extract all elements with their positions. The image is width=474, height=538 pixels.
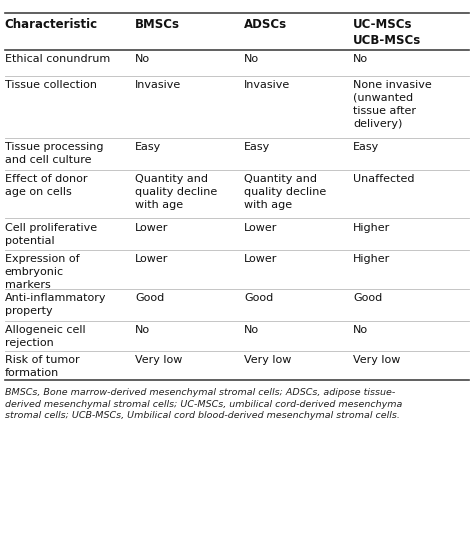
Text: Easy: Easy [135, 142, 161, 152]
Text: Quantity and
quality decline
with age: Quantity and quality decline with age [244, 174, 327, 210]
Text: Easy: Easy [353, 142, 379, 152]
Text: Invasive: Invasive [135, 80, 182, 90]
Text: No: No [244, 325, 259, 336]
Text: Allogeneic cell
rejection: Allogeneic cell rejection [5, 325, 85, 348]
Text: No: No [135, 54, 150, 65]
Text: Expression of
embryonic
markers: Expression of embryonic markers [5, 254, 79, 289]
Text: Effect of donor
age on cells: Effect of donor age on cells [5, 174, 87, 197]
Text: Good: Good [135, 293, 164, 303]
Text: Tissue processing
and cell culture: Tissue processing and cell culture [5, 142, 103, 165]
Text: Invasive: Invasive [244, 80, 291, 90]
Text: No: No [244, 54, 259, 65]
Text: Ethical conundrum: Ethical conundrum [5, 54, 110, 65]
Text: Very low: Very low [244, 355, 292, 365]
Text: BMSCs, Bone marrow-derived mesenchymal stromal cells; ADSCs, adipose tissue-
der: BMSCs, Bone marrow-derived mesenchymal s… [5, 388, 402, 420]
Text: Characteristic: Characteristic [5, 18, 98, 31]
Text: Anti-inflammatory
property: Anti-inflammatory property [5, 293, 106, 316]
Text: No: No [353, 325, 368, 336]
Text: Very low: Very low [353, 355, 401, 365]
Text: Good: Good [244, 293, 273, 303]
Text: Lower: Lower [135, 223, 168, 233]
Text: Higher: Higher [353, 223, 391, 233]
Text: Quantity and
quality decline
with age: Quantity and quality decline with age [135, 174, 218, 210]
Text: Risk of tumor
formation: Risk of tumor formation [5, 355, 79, 378]
Text: Easy: Easy [244, 142, 270, 152]
Text: Lower: Lower [135, 254, 168, 264]
Text: Lower: Lower [244, 223, 277, 233]
Text: Unaffected: Unaffected [353, 174, 415, 185]
Text: Cell proliferative
potential: Cell proliferative potential [5, 223, 97, 245]
Text: UC-MSCs
UCB-MSCs: UC-MSCs UCB-MSCs [353, 18, 421, 47]
Text: Tissue collection: Tissue collection [5, 80, 97, 90]
Text: ADSCs: ADSCs [244, 18, 287, 31]
Text: Very low: Very low [135, 355, 182, 365]
Text: Higher: Higher [353, 254, 391, 264]
Text: No: No [135, 325, 150, 336]
Text: Lower: Lower [244, 254, 277, 264]
Text: Good: Good [353, 293, 383, 303]
Text: No: No [353, 54, 368, 65]
Text: BMSCs: BMSCs [135, 18, 180, 31]
Text: None invasive
(unwanted
tissue after
delivery): None invasive (unwanted tissue after del… [353, 80, 432, 129]
